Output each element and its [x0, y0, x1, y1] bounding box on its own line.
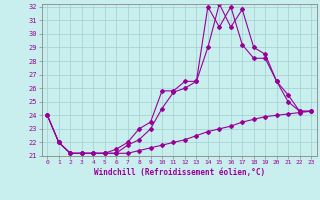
X-axis label: Windchill (Refroidissement éolien,°C): Windchill (Refroidissement éolien,°C) — [94, 168, 265, 177]
